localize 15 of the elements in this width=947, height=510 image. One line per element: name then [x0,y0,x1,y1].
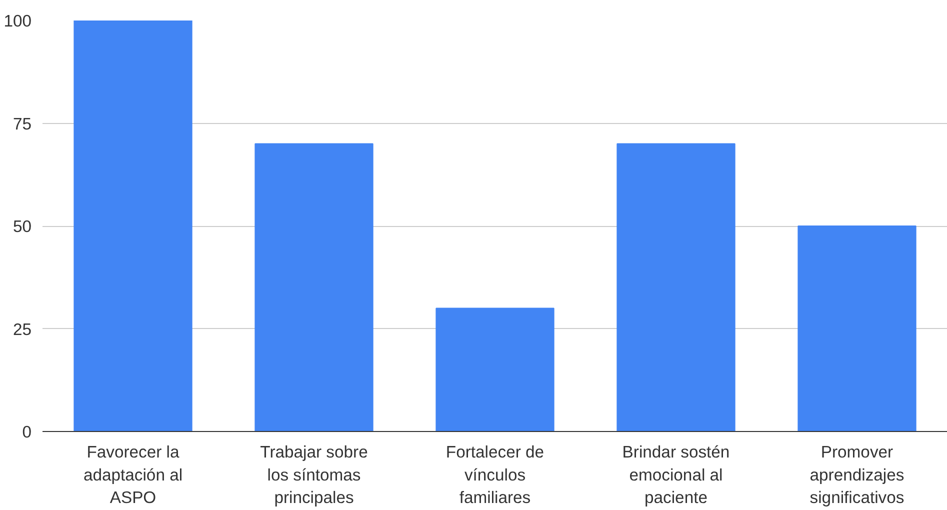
bar [798,226,916,432]
y-tick-label: 0 [22,422,32,442]
x-tick-label: Brindar sostén emocional al paciente [622,442,730,508]
bar [254,143,374,432]
y-tick-label: 25 [12,320,32,339]
x-tick-label: Promover aprendizajes significativos [810,442,904,508]
bar [616,143,736,432]
y-tick-label: 100 [4,12,32,30]
x-tick-label: Fortalecer de vínculos familiares [446,442,544,508]
x-tick-label: Favorecer la adaptación al ASPO [83,442,183,508]
bar [74,20,192,432]
y-tick-label: 75 [12,114,32,134]
x-tick-label: Trabajar sobre los síntomas principales [260,442,368,508]
y-tick-label: 50 [12,217,32,236]
bar [436,308,554,432]
